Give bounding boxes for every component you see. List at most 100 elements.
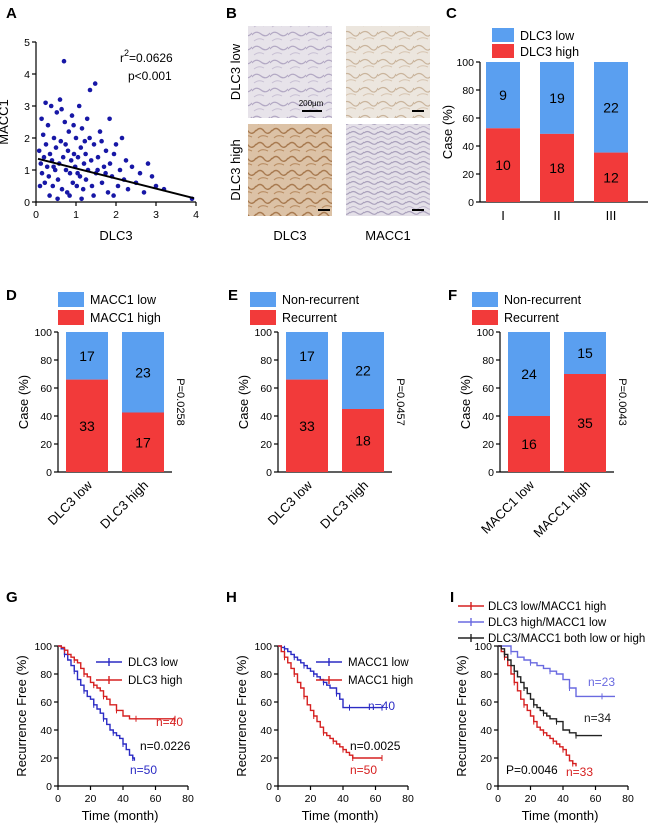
scatter-point xyxy=(65,148,71,154)
scatter-point xyxy=(47,193,52,198)
scatter-point xyxy=(119,135,125,141)
x-category-label: DLC3 low xyxy=(45,477,96,528)
y-axis-title: Case (%) xyxy=(236,375,251,429)
y-ticks: 0 20 40 60 80 100 xyxy=(254,641,278,793)
y-tick-label: 20 xyxy=(40,753,52,765)
y-tick-label: 80 xyxy=(482,355,494,367)
scatter-point xyxy=(68,158,74,163)
x-tick-label: 60 xyxy=(370,793,382,805)
panel-g-km-curve: G 0 20 40 60 80 100 0 20 40 60 80 DLC3 low DLC3 h… xyxy=(6,589,194,823)
scatter-point xyxy=(48,103,54,109)
scatter-point xyxy=(53,145,59,150)
scatter-point xyxy=(123,158,129,163)
n-label-blue: n=50 xyxy=(130,763,157,777)
panel-letter-h: H xyxy=(226,589,237,606)
y-tick-label: 60 xyxy=(260,383,272,395)
scatter-point xyxy=(44,164,50,170)
scatter-point xyxy=(74,183,80,189)
scatter-point xyxy=(78,145,84,150)
x-ticks: 0 20 40 60 80 xyxy=(55,786,194,805)
y-tick-label: 100 xyxy=(34,327,52,339)
y-tick-label: 60 xyxy=(40,697,52,709)
scatter-point xyxy=(115,183,121,189)
bar-segment-blue xyxy=(486,62,520,129)
scatter-point xyxy=(45,122,51,128)
scatter-point xyxy=(47,151,53,157)
x-tick-label: 40 xyxy=(337,793,349,805)
x-tick-label: 0 xyxy=(275,793,281,805)
x-tick-label: 3 xyxy=(153,209,159,221)
scatter-point xyxy=(99,138,104,144)
legend-label-dlc3-low: DLC3 low xyxy=(128,657,179,669)
x-category-label: MACC1 high xyxy=(530,478,593,541)
scatter-point xyxy=(111,193,116,198)
scatter-point xyxy=(63,142,68,147)
survival-curves xyxy=(498,645,615,767)
x-tick-label: 2 xyxy=(113,209,119,221)
scatter-point xyxy=(153,183,159,189)
y-tick-label: 60 xyxy=(462,113,474,125)
y-tick-label: 80 xyxy=(260,355,272,367)
x-tick-label: 80 xyxy=(402,793,414,805)
x-category-label: DLC3 low xyxy=(265,477,316,528)
scatter-point xyxy=(59,106,64,112)
scatter-point xyxy=(62,119,68,125)
y-tick-label: 0 xyxy=(486,781,492,793)
scatter-point xyxy=(75,154,81,160)
scatter-point xyxy=(87,87,93,93)
scatter-point xyxy=(66,129,72,134)
y-tick-label: 80 xyxy=(40,355,52,367)
survival-line xyxy=(498,645,615,698)
bar-segment-blue xyxy=(122,332,164,413)
legend-label-black: DLC3/MACC1 both low or high xyxy=(488,633,645,645)
x-tick-label: 60 xyxy=(590,793,602,805)
y-tick-label: 40 xyxy=(260,411,272,423)
legend-label-low: DLC3 low xyxy=(520,29,575,43)
legend-swatch-low xyxy=(472,292,498,307)
x-tick-label: 60 xyxy=(150,793,162,805)
y-tick-label: 80 xyxy=(462,85,474,97)
bar-value-blue: 17 xyxy=(79,348,95,364)
scatter-point xyxy=(37,183,43,189)
scatter-point xyxy=(38,161,44,166)
scale-bar-label: 200μm xyxy=(299,99,324,108)
y-tick-label: 0 xyxy=(266,781,272,793)
legend-swatch-low xyxy=(58,292,84,307)
y-ticks: 0 20 40 60 80 100 xyxy=(34,641,58,793)
panel-b-micrographs: B 200μm DLC3 low DLC3 high DLC3 MACC1 xyxy=(226,5,430,243)
y-axis-title: Recurrence Free (%) xyxy=(454,655,469,776)
scatter-point xyxy=(92,81,98,86)
panel-letter-g: G xyxy=(6,589,18,606)
y-tick-label: 3 xyxy=(24,101,30,113)
legend-swatch-high xyxy=(58,310,84,325)
legend-label-low: Non-recurrent xyxy=(504,293,582,307)
y-tick-label: 0 xyxy=(24,197,30,209)
y-tick-label: 0 xyxy=(46,781,52,793)
y-ticks: 0 1 2 3 4 5 xyxy=(24,37,36,209)
scatter-point xyxy=(137,170,143,176)
scatter-point xyxy=(91,193,96,198)
scatter-point xyxy=(59,186,65,192)
bar-segment-red xyxy=(508,416,550,472)
scatter-point xyxy=(39,170,45,176)
panel-f-stacked-bar: F Non-recurrent Recurrent 0 20 40 60 80 100 2… xyxy=(448,287,628,540)
bar-value-blue: 23 xyxy=(135,364,151,380)
bar-value-blue: 17 xyxy=(299,348,315,364)
scatter-point xyxy=(41,154,47,160)
x-tick-label: 0 xyxy=(495,793,501,805)
scatter-point xyxy=(107,116,112,122)
y-ticks: 0 20 40 60 80 100 xyxy=(476,327,500,479)
scatter-point xyxy=(51,135,57,141)
scatter-point xyxy=(103,148,109,154)
bar-value-red: 18 xyxy=(355,433,371,449)
scatter-point xyxy=(40,132,46,138)
y-tick-label: 100 xyxy=(254,327,272,339)
x-axis-title: Time (month) xyxy=(522,808,599,823)
scatter-point xyxy=(43,100,48,106)
bar-value-red: 33 xyxy=(79,418,95,434)
r-squared-annotation: r2=0.0626 xyxy=(120,48,173,65)
panel-letter-c: C xyxy=(446,5,457,22)
bar-segment-blue xyxy=(594,62,628,153)
micrograph-dlc3-high-dlc3 xyxy=(248,124,332,216)
y-tick-label: 40 xyxy=(462,141,474,153)
